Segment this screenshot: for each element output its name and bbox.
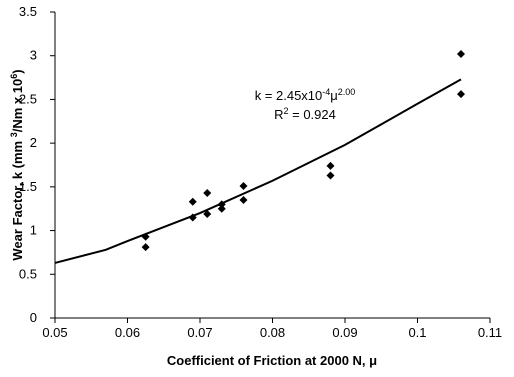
y-label-part: )	[10, 69, 25, 73]
equation: k = 2.45x10-4μ2.00	[255, 87, 356, 103]
data-point	[239, 195, 248, 204]
y-tick-label: 3	[30, 48, 37, 63]
y-axis-label: Wear Factor, k (mm 3/Nm x 106)	[9, 69, 25, 260]
data-point	[217, 204, 226, 213]
y-tick-label: 1.5	[19, 179, 37, 194]
r2-sup: 2	[284, 106, 289, 116]
data-point	[326, 161, 335, 170]
x-axis-label: Coefficient of Friction at 2000 N, μ	[167, 353, 377, 368]
x-tick-label: 0.09	[332, 325, 357, 340]
x-tick-label: 0.1	[408, 325, 426, 340]
y-tick-label: 1	[30, 223, 37, 238]
y-label-sup: 6	[9, 74, 19, 79]
data-point	[457, 49, 465, 58]
y-label-sup: 3	[9, 132, 19, 137]
x-tick-label: 0.07	[187, 325, 212, 340]
x-tick-label: 0.05	[42, 325, 67, 340]
y-tick-label: 0	[30, 310, 37, 325]
data-point	[239, 181, 248, 190]
y-tick-label: 3.5	[19, 4, 37, 19]
equation-part: k = 2.45x10	[255, 88, 323, 103]
data-point	[203, 188, 212, 197]
y-tick-label: 2.5	[19, 91, 37, 106]
data-point	[188, 213, 197, 222]
y-tick-label: 2	[30, 135, 37, 150]
x-tick-label: 0.06	[115, 325, 140, 340]
x-tick-label: 0.08	[260, 325, 285, 340]
equation-part: μ	[330, 88, 338, 103]
data-point	[203, 209, 212, 218]
data-point	[217, 200, 226, 209]
r2-part: = 0.924	[289, 107, 336, 122]
r-squared: R2 = 0.924	[274, 106, 336, 122]
data-point	[457, 90, 465, 99]
x-tick-label: 0.11	[478, 325, 502, 340]
equation-sup: 2.00	[338, 87, 356, 97]
data-point	[326, 171, 335, 180]
equation-sup: -4	[322, 87, 330, 97]
data-point	[141, 243, 150, 252]
y-label-part: /Nm x 10	[10, 79, 25, 132]
data-point	[141, 232, 150, 241]
fit-line	[54, 78, 462, 264]
y-label-part: Wear Factor, k (mm	[10, 137, 25, 260]
data-point	[188, 197, 197, 206]
y-tick-label: 0.5	[19, 266, 37, 281]
r2-part: R	[274, 107, 283, 122]
